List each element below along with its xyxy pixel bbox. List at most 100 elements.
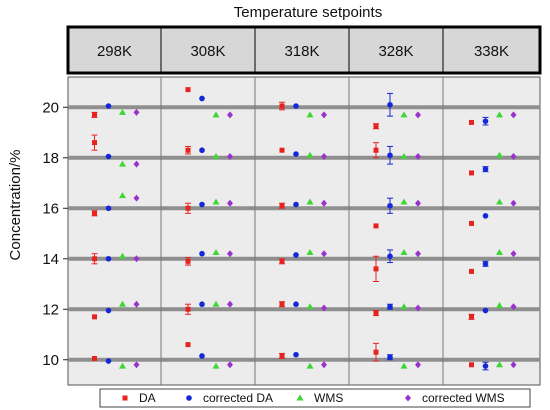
legend-marker-wms [296, 394, 304, 401]
point-wms [119, 192, 126, 199]
y-tick-label: 12 [42, 301, 59, 318]
point-da [185, 87, 191, 93]
point-da [185, 258, 191, 264]
point-corrected-wms [510, 153, 517, 161]
y-tick-label: 16 [42, 200, 59, 217]
panel-label-328K: 328K [378, 43, 413, 60]
point-corrected-da [293, 252, 299, 258]
y-tick-label: 18 [42, 150, 59, 167]
point-corrected-da [387, 101, 393, 108]
point-corrected-da [199, 201, 205, 208]
chart-title: Temperature setpoints [234, 4, 382, 21]
point-da [373, 147, 379, 153]
point-corrected-da [199, 147, 205, 154]
point-wms [400, 153, 408, 160]
point-corrected-da [387, 303, 393, 310]
point-wms [119, 300, 126, 307]
legend-label-corrected-wms: corrected WMS [422, 391, 505, 405]
point-wms [212, 111, 220, 118]
plot-background [67, 76, 541, 386]
point-da [92, 140, 97, 146]
point-corrected-wms [415, 199, 421, 207]
point-corrected-wms [321, 361, 327, 369]
point-corrected-da [482, 166, 489, 172]
legend-marker-corrected-wms [405, 394, 411, 402]
point-wms [400, 362, 408, 369]
point-da [279, 147, 285, 153]
point-corrected-da [482, 213, 489, 219]
point-wms [119, 362, 126, 369]
legend-label-wms: WMS [314, 391, 343, 405]
point-da [92, 256, 97, 262]
point-wms [212, 248, 220, 255]
point-da [279, 301, 285, 307]
point-corrected-wms [133, 194, 140, 202]
point-corrected-wms [510, 303, 517, 311]
point-wms [119, 160, 126, 167]
point-da [185, 205, 191, 211]
point-corrected-da [482, 363, 489, 369]
point-corrected-wms [321, 199, 327, 207]
legend-label-da: DA [139, 391, 156, 405]
point-wms [306, 362, 314, 369]
point-wms [496, 151, 503, 158]
panel-header: 298K 308K 318K 328K 338K [66, 25, 542, 75]
y-axis-label: Concentration/% [7, 150, 24, 261]
legend-marker-corrected-da [186, 395, 192, 401]
point-corrected-wms [415, 153, 421, 161]
point-corrected-wms [415, 361, 421, 369]
point-corrected-da [387, 202, 393, 209]
point-corrected-wms [321, 153, 327, 161]
point-corrected-da [482, 307, 489, 314]
point-wms [496, 198, 503, 205]
point-wms [212, 300, 220, 307]
point-corrected-da [199, 95, 205, 102]
point-corrected-da [105, 153, 112, 160]
legend: DA corrected DA WMS corrected WMS [99, 388, 531, 408]
point-da [185, 342, 191, 348]
point-da [279, 258, 285, 264]
point-da [92, 314, 97, 320]
point-corrected-wms [227, 361, 233, 369]
point-da [469, 170, 474, 176]
point-corrected-da [387, 354, 393, 361]
point-da [279, 203, 285, 209]
point-wms [119, 252, 126, 259]
point-corrected-da [105, 358, 112, 364]
point-wms [400, 248, 408, 255]
point-wms [400, 303, 408, 310]
point-da [92, 355, 97, 361]
point-corrected-wms [321, 111, 327, 119]
point-corrected-wms [510, 199, 517, 207]
point-corrected-wms [510, 250, 517, 258]
point-corrected-da [293, 351, 299, 358]
point-corrected-wms [227, 199, 233, 207]
point-corrected-wms [133, 300, 140, 308]
point-wms [306, 111, 314, 118]
point-corrected-wms [415, 304, 421, 312]
point-corrected-wms [227, 111, 233, 119]
point-da [185, 306, 191, 312]
point-corrected-wms [415, 111, 421, 119]
point-corrected-da [105, 103, 112, 109]
point-corrected-wms [133, 361, 140, 369]
point-corrected-wms [227, 153, 233, 161]
point-wms [306, 151, 314, 158]
point-corrected-da [199, 353, 205, 359]
point-da [185, 147, 191, 153]
point-corrected-wms [133, 108, 140, 116]
point-da [92, 112, 97, 118]
point-wms [496, 361, 503, 368]
point-wms [496, 301, 503, 308]
point-corrected-da [387, 253, 393, 260]
point-da [279, 353, 285, 359]
point-da [373, 310, 379, 316]
point-wms [496, 111, 503, 118]
point-da [469, 362, 474, 368]
point-da [92, 210, 97, 216]
point-corrected-da [293, 301, 299, 308]
point-corrected-wms [133, 255, 140, 263]
legend-marker-da [122, 395, 128, 401]
point-corrected-da [293, 103, 299, 109]
point-wms [119, 108, 126, 115]
